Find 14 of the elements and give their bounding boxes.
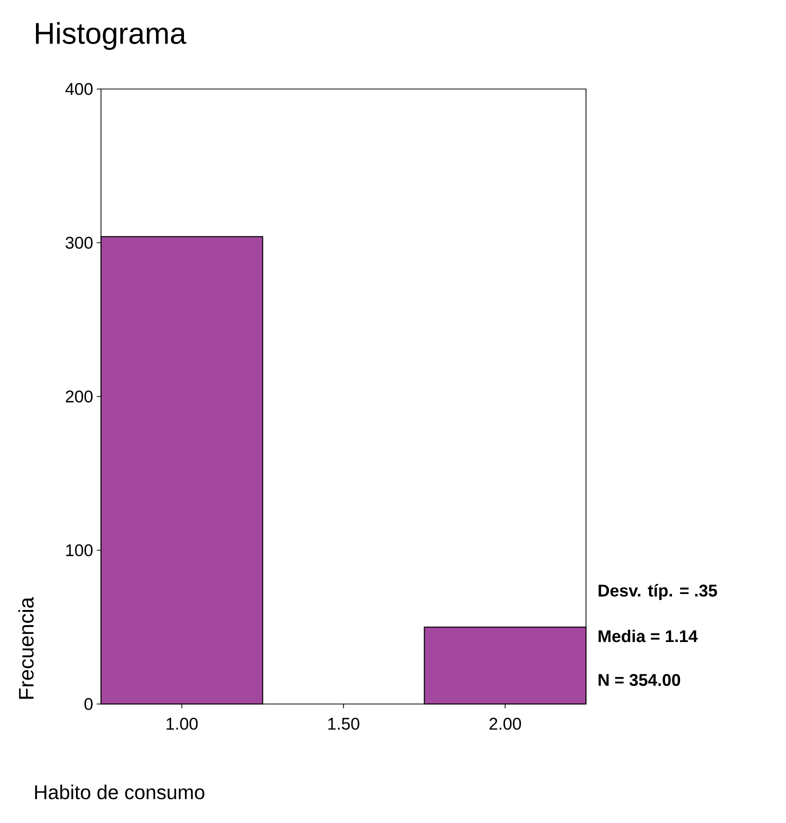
y-tick-label: 200	[66, 390, 93, 402]
x-tick-label: 1.00	[166, 718, 198, 730]
x-tick-label: 2.00	[490, 718, 521, 730]
text: Media = 1.14	[598, 630, 698, 642]
y-tick-label: 400	[65, 82, 93, 95]
x-tick-label: 1.50	[328, 718, 360, 730]
text: Desv. típ. = .35	[598, 584, 718, 600]
text: N = 354.00	[598, 674, 680, 686]
chart-title: Histograma	[36, 22, 186, 50]
y-tick-label: 100	[66, 544, 93, 556]
y-axis-title: Frecuencia	[18, 596, 34, 699]
y-tick-label: 0	[84, 698, 93, 710]
y-tick-label: 300	[66, 236, 93, 249]
x-axis-title: Habito de consumo	[35, 784, 204, 800]
